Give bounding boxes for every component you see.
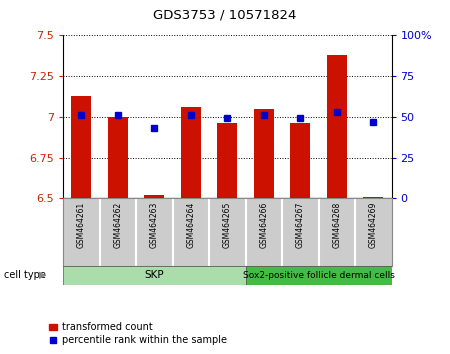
Bar [144,195,164,198]
Bar [327,55,347,198]
Bar [363,196,383,198]
Bar [290,123,310,198]
Text: GSM464269: GSM464269 [369,202,378,248]
Text: GDS3753 / 10571824: GDS3753 / 10571824 [153,9,297,22]
Text: GSM464265: GSM464265 [223,202,232,248]
Text: cell type: cell type [4,270,46,280]
Bar [181,107,201,198]
Bar [246,266,392,285]
Text: ▶: ▶ [40,270,47,280]
Bar [108,117,128,198]
Text: SKP: SKP [144,270,164,280]
Text: GSM464266: GSM464266 [259,202,268,248]
Text: GSM464264: GSM464264 [186,202,195,248]
Bar [71,96,91,198]
Bar [254,109,274,198]
Text: GSM464262: GSM464262 [113,202,122,248]
Bar [217,123,237,198]
Text: GSM464267: GSM464267 [296,202,305,248]
Bar [63,266,246,285]
Text: Sox2-positive follicle dermal cells: Sox2-positive follicle dermal cells [243,271,395,280]
Text: GSM464263: GSM464263 [150,202,159,248]
Legend: transformed count, percentile rank within the sample: transformed count, percentile rank withi… [45,319,231,349]
Text: GSM464261: GSM464261 [77,202,86,248]
Text: GSM464268: GSM464268 [332,202,341,248]
